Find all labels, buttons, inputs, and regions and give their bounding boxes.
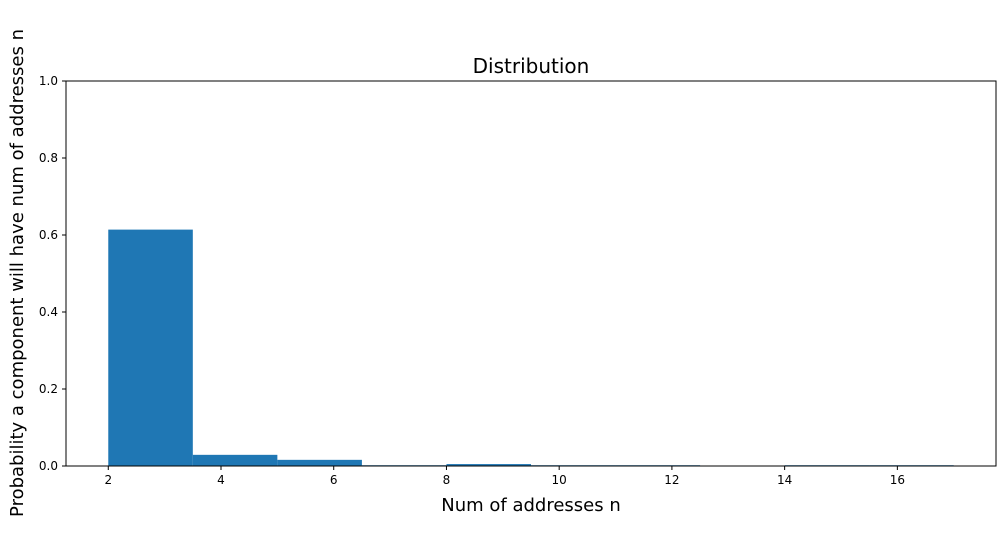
y-tick-label: 0.8 xyxy=(39,151,58,165)
chart-title: Distribution xyxy=(473,54,590,78)
y-axis-ticks: 0.0 0.2 0.4 0.6 0.8 1.0 xyxy=(39,74,66,473)
y-tick-label: 0.2 xyxy=(39,382,58,396)
x-axis-label: Num of addresses n xyxy=(441,495,621,516)
x-tick-label: 2 xyxy=(104,473,112,487)
histogram-bar xyxy=(277,459,362,466)
histogram-bar xyxy=(108,229,193,466)
y-axis-label: Probability a component will have num of… xyxy=(7,29,28,517)
x-tick-label: 16 xyxy=(890,473,905,487)
x-tick-label: 12 xyxy=(664,473,679,487)
x-tick-label: 14 xyxy=(777,473,792,487)
y-tick-label: 1.0 xyxy=(39,74,58,88)
x-tick-label: 4 xyxy=(217,473,225,487)
y-tick-label: 0.0 xyxy=(39,459,58,473)
histogram-bar xyxy=(446,464,531,466)
x-tick-label: 6 xyxy=(330,473,338,487)
bars-group xyxy=(108,229,954,467)
plot-frame xyxy=(65,80,997,467)
histogram-bar xyxy=(192,454,278,466)
x-tick-label: 8 xyxy=(443,473,451,487)
y-tick-label: 0.4 xyxy=(39,305,58,319)
x-axis-ticks: 2 4 6 8 10 12 14 16 xyxy=(104,466,905,487)
x-tick-label: 10 xyxy=(552,473,567,487)
y-tick-label: 0.6 xyxy=(39,228,58,242)
